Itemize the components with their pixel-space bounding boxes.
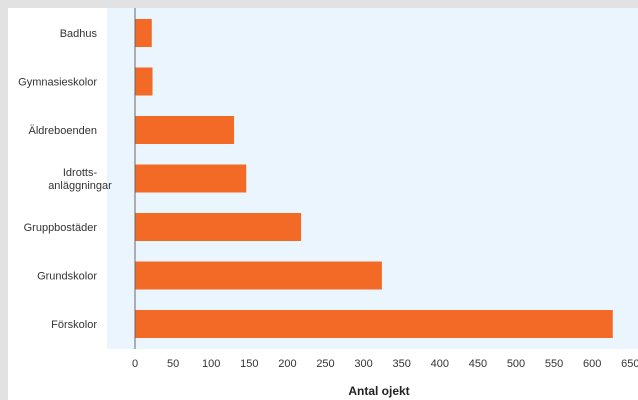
- bar-4: [135, 213, 302, 241]
- x-tick-label-5: 250: [316, 358, 334, 370]
- x-tick-label-0: 0: [132, 358, 138, 370]
- x-tick-label-11: 550: [545, 358, 563, 370]
- x-tick-label-1: 50: [167, 358, 179, 370]
- x-tick-label-8: 400: [431, 358, 449, 370]
- bar-6: [135, 310, 613, 338]
- bar-chart: Badhus Gymnasieskolor Äldreboenden Idrotts-…: [18, 8, 638, 398]
- category-label-6: Förskolor: [51, 319, 97, 331]
- bar-5: [135, 261, 382, 290]
- category-label-5: Grundskolor: [37, 271, 97, 283]
- bars-group: [135, 19, 613, 338]
- category-label-0: Badhus: [60, 28, 98, 40]
- x-tick-label-3: 150: [240, 358, 258, 370]
- x-tick-label-10: 500: [507, 358, 525, 370]
- bar-1: [135, 67, 153, 96]
- category-label-2: Äldreboenden: [28, 125, 97, 137]
- bar-3: [135, 164, 247, 193]
- category-label-3: Idrotts-anläggningar: [48, 167, 112, 192]
- x-tick-label-4: 200: [278, 358, 296, 370]
- bar-0: [135, 19, 152, 47]
- chart-frame: Badhus Gymnasieskolor Äldreboenden Idrotts-…: [8, 8, 638, 400]
- x-tick-label-13: 650: [621, 358, 638, 370]
- x-tick-label-6: 300: [354, 358, 372, 370]
- bar-2: [135, 116, 235, 144]
- x-axis-title: Antal ojekt: [348, 384, 409, 398]
- x-tick-label-2: 100: [202, 358, 220, 370]
- category-labels: Badhus Gymnasieskolor Äldreboenden Idrotts-…: [18, 28, 112, 331]
- category-label-1: Gymnasieskolor: [18, 77, 97, 89]
- category-label-4: Gruppbostäder: [24, 222, 98, 234]
- x-tick-label-7: 350: [393, 358, 411, 370]
- x-tick-label-9: 450: [469, 358, 487, 370]
- x-tick-label-12: 600: [583, 358, 601, 370]
- x-tick-labels: 0 50 100 150 200 250 300 350 400 450 500 550 600 650: [132, 358, 638, 370]
